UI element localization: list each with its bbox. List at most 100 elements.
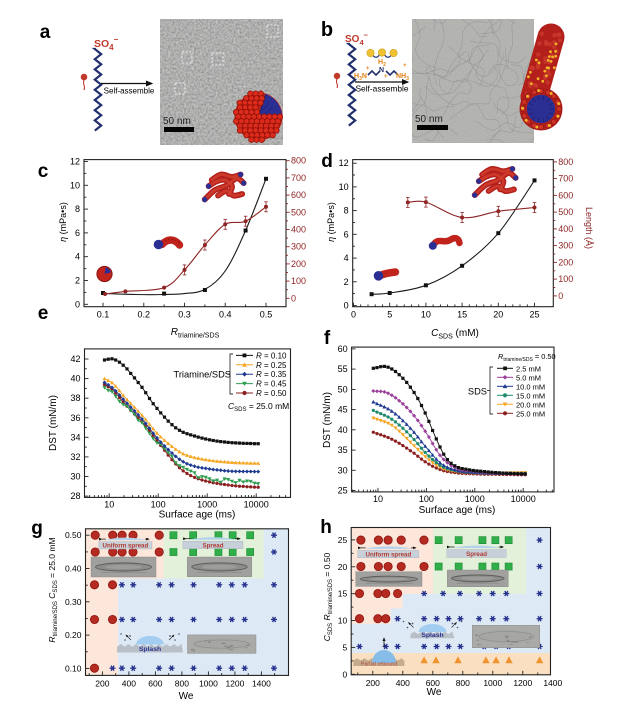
svg-text:600: 600 [291, 190, 306, 200]
svg-text:Rtriamine/SDS = 0.50: Rtriamine/SDS = 0.50 [498, 352, 556, 363]
svg-text:+: + [384, 74, 388, 80]
svg-text:1000: 1000 [483, 678, 502, 688]
svg-text:100: 100 [291, 276, 306, 286]
svg-text:Spread: Spread [466, 551, 487, 558]
svg-text:1400: 1400 [252, 678, 271, 688]
svg-text:e: e [38, 303, 49, 324]
svg-text:1200: 1200 [225, 678, 244, 688]
svg-text:0.30: 0.30 [65, 597, 82, 607]
svg-text:200: 200 [366, 678, 380, 688]
svg-text:H3N: H3N [354, 73, 367, 82]
svg-text:0: 0 [351, 310, 356, 320]
svg-text:200: 200 [291, 259, 306, 269]
svg-text:15.0 mM: 15.0 mM [516, 391, 545, 400]
svg-text:20: 20 [338, 562, 348, 572]
svg-text:42: 42 [70, 354, 80, 364]
svg-text:Uniform spread: Uniform spread [103, 543, 149, 550]
svg-text:d: d [321, 151, 333, 172]
svg-text:600: 600 [558, 190, 573, 200]
svg-text:40: 40 [338, 425, 348, 435]
svg-text:6: 6 [344, 229, 349, 239]
svg-text:Triamine/SDS: Triamine/SDS [173, 370, 231, 380]
svg-text:2: 2 [75, 276, 80, 286]
svg-text:8: 8 [75, 204, 80, 214]
svg-text:300: 300 [291, 242, 306, 252]
svg-text:0.50: 0.50 [65, 530, 82, 540]
svg-text:10: 10 [104, 499, 114, 509]
svg-text:0.4: 0.4 [219, 310, 232, 320]
svg-text:200: 200 [95, 678, 109, 688]
svg-text:1000: 1000 [199, 678, 218, 688]
svg-text:Splash: Splash [139, 646, 161, 653]
svg-text:N: N [379, 67, 384, 74]
svg-text:Rtriamine/SDS: Rtriamine/SDS [171, 327, 220, 340]
svg-text:0: 0 [75, 299, 80, 309]
svg-text:10.0 mM: 10.0 mM [516, 382, 545, 391]
svg-text:400: 400 [122, 678, 136, 688]
svg-text:100: 100 [151, 499, 166, 509]
svg-text:Self-assemble: Self-assemble [104, 87, 155, 96]
svg-text:60: 60 [338, 344, 348, 354]
svg-text:1200: 1200 [513, 678, 532, 688]
svg-text:600: 600 [148, 678, 162, 688]
svg-text:H2: H2 [378, 59, 386, 68]
svg-text:500: 500 [558, 207, 573, 217]
svg-text:25: 25 [338, 486, 348, 496]
svg-text:100: 100 [419, 494, 434, 504]
svg-text:We: We [427, 687, 442, 698]
svg-text:CSDS = 25.0 mM: CSDS = 25.0 mM [228, 401, 289, 413]
svg-text:1000: 1000 [465, 494, 485, 504]
svg-text:800: 800 [291, 156, 306, 166]
svg-text:10: 10 [338, 616, 348, 626]
svg-text:50: 50 [338, 384, 348, 394]
svg-text:0.2: 0.2 [138, 310, 151, 320]
svg-text:38: 38 [70, 393, 80, 403]
svg-text:0.5: 0.5 [260, 310, 273, 320]
svg-text:400: 400 [291, 225, 306, 235]
svg-text:36: 36 [70, 413, 80, 423]
svg-text:300: 300 [558, 241, 573, 251]
svg-text:R = 0.45: R = 0.45 [256, 380, 287, 389]
svg-text:2: 2 [344, 277, 349, 287]
svg-text:4: 4 [75, 252, 80, 262]
svg-text:400: 400 [396, 678, 410, 688]
svg-text:CSDS (mM): CSDS (mM) [431, 328, 479, 341]
svg-text:15: 15 [457, 310, 467, 320]
svg-text:30: 30 [338, 465, 348, 475]
svg-text:25: 25 [529, 310, 539, 320]
svg-text:R = 0.35: R = 0.35 [256, 370, 287, 379]
svg-text:10000: 10000 [511, 494, 536, 504]
svg-text:DST (mN/m): DST (mN/m) [322, 392, 333, 448]
svg-text:50 nm: 50 nm [163, 116, 191, 127]
svg-text:5.0 mM: 5.0 mM [516, 373, 541, 382]
svg-text:100: 100 [558, 274, 573, 284]
svg-text:30: 30 [70, 472, 80, 482]
svg-text:4: 4 [344, 253, 349, 263]
svg-text:Partial rebound: Partial rebound [361, 662, 398, 668]
svg-text:1400: 1400 [543, 678, 562, 688]
svg-text:a: a [40, 22, 51, 43]
svg-text:5: 5 [342, 642, 347, 652]
svg-text:20.0 mM: 20.0 mM [516, 400, 545, 409]
svg-text:2.5 mM: 2.5 mM [516, 364, 541, 373]
svg-text:h: h [320, 517, 332, 538]
svg-text:200: 200 [558, 257, 573, 267]
svg-text:SO4−: SO4− [345, 31, 369, 48]
svg-text:We: We [179, 691, 194, 702]
svg-text:0.3: 0.3 [178, 310, 191, 320]
svg-text:800: 800 [175, 678, 189, 688]
svg-text:DST (mN/m): DST (mN/m) [48, 395, 59, 451]
svg-text:b: b [321, 19, 333, 41]
svg-text:0.40: 0.40 [65, 564, 82, 574]
svg-text:10: 10 [339, 182, 349, 192]
svg-text:6: 6 [75, 228, 80, 238]
svg-text:700: 700 [291, 173, 306, 183]
svg-text:35: 35 [338, 445, 348, 455]
svg-text:SDS: SDS [468, 387, 487, 397]
svg-text:10000: 10000 [244, 499, 269, 509]
svg-text:CSDS Rtriamine/SDS = 0.50: CSDS Rtriamine/SDS = 0.50 [322, 552, 334, 641]
svg-text:c: c [38, 161, 49, 182]
svg-text:400: 400 [558, 224, 573, 234]
svg-text:28: 28 [70, 491, 80, 501]
svg-text:R = 0.10: R = 0.10 [256, 351, 287, 360]
